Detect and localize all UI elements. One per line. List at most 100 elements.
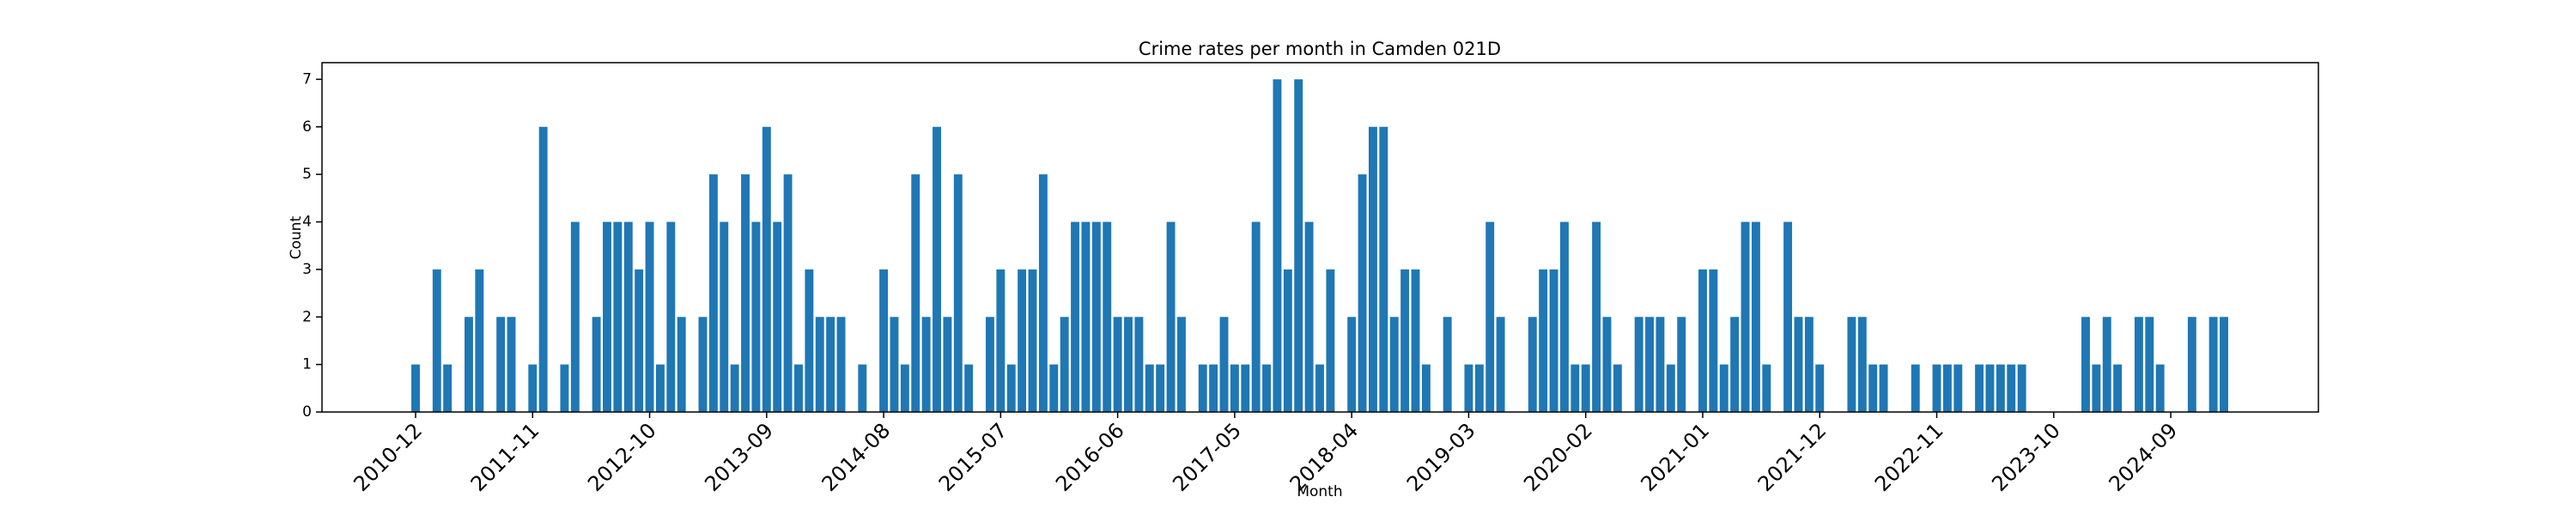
bar (1209, 364, 1218, 412)
bar (762, 126, 771, 412)
bar (528, 364, 538, 412)
bar (826, 317, 835, 412)
bar (805, 269, 814, 412)
bar (1985, 364, 1995, 412)
bar (1006, 364, 1016, 412)
bar (879, 269, 889, 412)
bar (1741, 221, 1750, 412)
bar (1028, 269, 1037, 412)
bar (560, 364, 569, 412)
bar (443, 364, 453, 412)
bar (858, 364, 867, 412)
bar (921, 317, 931, 412)
bar (1911, 364, 1920, 412)
bar (1815, 364, 1825, 412)
bar (1251, 221, 1261, 412)
bar (1847, 317, 1856, 412)
bar (1262, 364, 1272, 412)
bar (751, 221, 761, 412)
bar (794, 364, 803, 412)
bar (933, 126, 941, 412)
bar (1400, 269, 1410, 412)
bar (1018, 269, 1027, 412)
bar (1474, 364, 1484, 412)
bar (1645, 317, 1654, 412)
bar (1709, 269, 1718, 412)
bar (1634, 317, 1643, 412)
y-tick-label: 1 (302, 356, 312, 373)
bar (783, 174, 793, 412)
bar (1559, 221, 1569, 412)
bar (1932, 364, 1941, 412)
bar (1443, 317, 1452, 412)
bar (1326, 269, 1335, 412)
y-axis-label: Count (288, 215, 305, 259)
bar (890, 317, 899, 412)
y-tick-label: 3 (302, 261, 312, 278)
bar (1294, 79, 1303, 412)
bar (2007, 364, 2016, 412)
x-tick-label: 2024-09 (2105, 418, 2183, 496)
bar (741, 174, 750, 412)
x-tick-label: 2016-06 (1051, 418, 1129, 496)
bar (1283, 269, 1292, 412)
x-tick-label: 2011-11 (466, 418, 544, 496)
bar (1304, 221, 1314, 412)
bar (570, 221, 580, 412)
bar (1358, 174, 1367, 412)
bar (1145, 364, 1154, 412)
bar (1666, 364, 1675, 412)
bar (2081, 317, 2090, 412)
x-tick-label: 2017-05 (1168, 418, 1246, 496)
bar (592, 317, 601, 412)
bar (1081, 221, 1091, 412)
bar (1176, 317, 1186, 412)
bar (1049, 364, 1059, 412)
bar (953, 174, 963, 412)
y-tick-label: 7 (302, 70, 312, 88)
bar (655, 364, 665, 412)
bar (1038, 174, 1048, 412)
bar (1783, 221, 1793, 412)
bar (475, 269, 484, 412)
bar (1942, 364, 1952, 412)
bar (1071, 221, 1080, 412)
bar (986, 317, 994, 412)
bar (1113, 317, 1122, 412)
bar (1421, 364, 1431, 412)
bar (1698, 269, 1707, 412)
bar (1730, 317, 1740, 412)
bar (708, 174, 718, 412)
plot-frame (321, 62, 2319, 413)
bar (2134, 317, 2143, 412)
bar (2155, 364, 2165, 412)
bar (1166, 221, 1176, 412)
y-tick-label: 0 (302, 403, 312, 421)
bar (645, 221, 654, 412)
x-tick-label: 2012-10 (583, 418, 661, 496)
bar (1156, 364, 1165, 412)
bar (1677, 317, 1686, 412)
bar (1539, 269, 1548, 412)
bar (1857, 317, 1867, 412)
bar (1581, 364, 1590, 412)
bar (1656, 317, 1665, 412)
bar (1592, 221, 1601, 412)
bar (1762, 364, 1771, 412)
bar (1103, 221, 1112, 412)
bar (720, 221, 729, 412)
bar (2092, 364, 2101, 412)
bar (613, 221, 623, 412)
bar (1124, 317, 1133, 412)
bar (815, 317, 824, 412)
bar (2113, 364, 2123, 412)
bar (1549, 269, 1558, 412)
bar (1368, 126, 1377, 412)
bar (911, 174, 920, 412)
bar (507, 317, 516, 412)
bar (836, 317, 846, 412)
bar (773, 221, 782, 412)
bar (1794, 317, 1803, 412)
bar (2187, 317, 2196, 412)
